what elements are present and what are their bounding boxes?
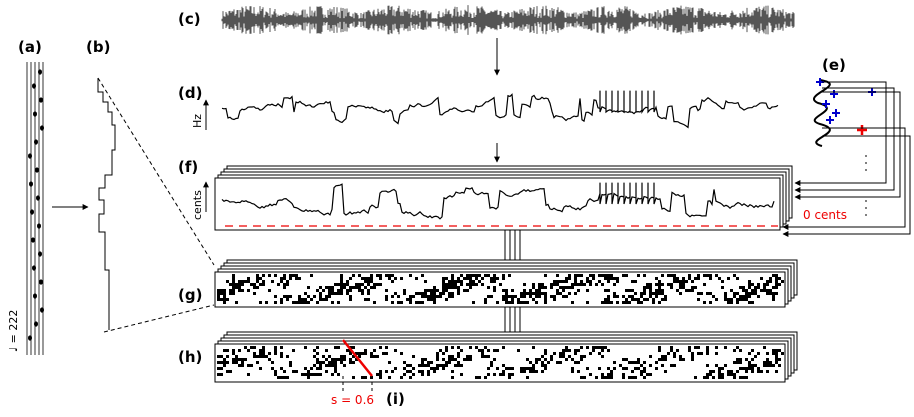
peak-marker bbox=[822, 100, 830, 108]
note bbox=[38, 251, 42, 257]
note bbox=[39, 97, 43, 103]
note bbox=[31, 237, 35, 243]
frame bbox=[214, 343, 786, 383]
annotation: 0 cents bbox=[803, 208, 847, 222]
note bbox=[29, 181, 33, 187]
panel-label: (d) bbox=[178, 84, 202, 102]
axis-label: cents bbox=[191, 190, 204, 220]
panel-label: (e) bbox=[822, 56, 846, 74]
connector bbox=[794, 87, 895, 193]
connector bbox=[794, 91, 901, 200]
panel-label: (h) bbox=[178, 348, 202, 366]
note bbox=[36, 195, 40, 201]
annotation: s = 0.6 bbox=[331, 393, 374, 407]
pitch-curve bbox=[221, 182, 775, 220]
note bbox=[38, 69, 42, 75]
matrix-h bbox=[217, 346, 784, 379]
axis-label: Hz bbox=[191, 114, 204, 128]
drawing bbox=[26, 5, 911, 392]
note bbox=[32, 265, 36, 271]
pitch-curve bbox=[221, 90, 779, 129]
connector bbox=[782, 127, 906, 230]
zoom-line bbox=[97, 77, 215, 266]
matrix-g bbox=[217, 274, 784, 304]
frame bbox=[214, 177, 781, 231]
connector bbox=[794, 81, 887, 186]
note bbox=[33, 111, 37, 117]
note bbox=[32, 83, 36, 89]
peak-marker bbox=[832, 109, 840, 117]
note bbox=[39, 279, 43, 285]
peak-marker bbox=[857, 125, 867, 135]
peak-marker bbox=[826, 116, 834, 124]
panel-label: (b) bbox=[86, 38, 110, 56]
note bbox=[40, 307, 44, 313]
waveform bbox=[221, 5, 795, 35]
note bbox=[30, 209, 34, 215]
panel-label: (c) bbox=[178, 10, 201, 28]
note bbox=[37, 223, 41, 229]
peak-marker bbox=[830, 90, 838, 98]
note bbox=[34, 321, 38, 327]
connector bbox=[782, 135, 911, 237]
slope-line bbox=[342, 339, 373, 377]
tempo: ♩ = 222 bbox=[7, 310, 20, 352]
note bbox=[33, 293, 37, 299]
zoom-line bbox=[103, 304, 215, 333]
note bbox=[28, 335, 32, 341]
note bbox=[28, 153, 32, 159]
panel-label: (f) bbox=[178, 158, 198, 176]
panel-label: (g) bbox=[178, 286, 202, 304]
note bbox=[35, 167, 39, 173]
note bbox=[40, 125, 44, 131]
panel-label: (i) bbox=[386, 390, 405, 408]
panel-label: (a) bbox=[18, 38, 42, 56]
note bbox=[34, 139, 38, 145]
step-curve bbox=[97, 78, 116, 330]
